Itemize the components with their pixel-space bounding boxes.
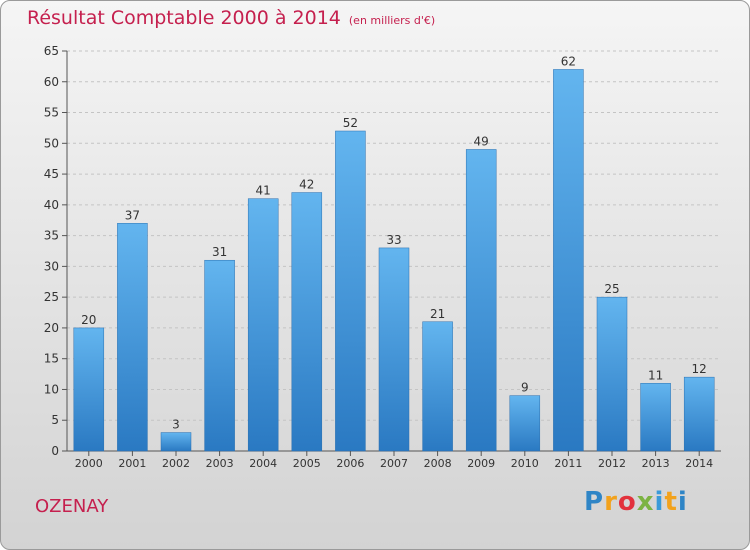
y-tick-label: 35 [44, 229, 59, 243]
data-label: 49 [474, 134, 489, 148]
bar [117, 223, 148, 452]
proxiti-logo: Proxiti [584, 487, 688, 517]
y-tick-label: 20 [44, 321, 59, 335]
x-tick-label: 2005 [293, 457, 321, 470]
bar [509, 395, 541, 452]
bar [553, 69, 584, 452]
chart-title: Résultat Comptable 2000 à 2014 (en millie… [27, 7, 435, 29]
data-label: 11 [648, 368, 663, 382]
y-tick-label: 50 [44, 136, 59, 150]
y-tick-label: 15 [44, 352, 59, 366]
data-label: 31 [212, 245, 227, 259]
y-tick-label: 0 [51, 444, 59, 458]
y-tick-label: 65 [44, 44, 59, 58]
x-tick-label: 2012 [598, 457, 626, 470]
y-tick-label: 55 [44, 106, 59, 120]
data-label: 25 [604, 282, 619, 296]
x-tick-label: 2000 [75, 457, 103, 470]
y-tick-label: 5 [51, 413, 59, 427]
x-tick-label: 2014 [685, 457, 713, 470]
y-tick-label: 10 [44, 382, 59, 396]
data-label: 9 [521, 381, 529, 395]
bar [247, 198, 279, 452]
bar [683, 376, 715, 452]
x-tick-label: 2008 [424, 457, 452, 470]
bar [465, 149, 497, 452]
x-tick-label: 2010 [511, 457, 539, 470]
data-label: 3 [172, 418, 180, 432]
bar [335, 130, 366, 452]
y-tick-label: 45 [44, 167, 59, 181]
data-label: 52 [343, 116, 358, 130]
data-label: 41 [256, 184, 271, 198]
x-tick-label: 2011 [554, 457, 582, 470]
unit-label: (en milliers d'€) [348, 14, 436, 27]
x-tick-label: 2007 [380, 457, 408, 470]
location-label: OZENAY [35, 496, 109, 517]
data-label: 21 [430, 307, 445, 321]
x-tick-label: 2004 [249, 457, 277, 470]
x-tick-label: 2013 [642, 457, 670, 470]
y-tick-label: 40 [44, 198, 59, 212]
y-tick-label: 60 [44, 75, 59, 89]
data-label: 37 [125, 208, 140, 222]
data-label: 62 [561, 54, 576, 68]
bar [422, 321, 453, 452]
title-text: Résultat Comptable 2000 à 2014 [27, 7, 341, 29]
data-label: 12 [692, 362, 707, 376]
x-tick-label: 2009 [467, 457, 495, 470]
bar [291, 192, 323, 452]
data-label: 33 [386, 233, 401, 247]
x-tick-label: 2006 [336, 457, 364, 470]
data-label: 42 [299, 178, 314, 192]
bar [596, 296, 628, 452]
bar [204, 259, 235, 452]
x-tick-label: 2001 [118, 457, 146, 470]
bar [160, 432, 192, 452]
x-tick-label: 2003 [206, 457, 234, 470]
data-label: 20 [81, 313, 96, 327]
y-tick-label: 25 [44, 290, 59, 304]
bar [640, 383, 671, 452]
bar [73, 327, 105, 452]
x-tick-label: 2002 [162, 457, 190, 470]
bar [378, 247, 410, 452]
y-tick-label: 30 [44, 259, 59, 273]
